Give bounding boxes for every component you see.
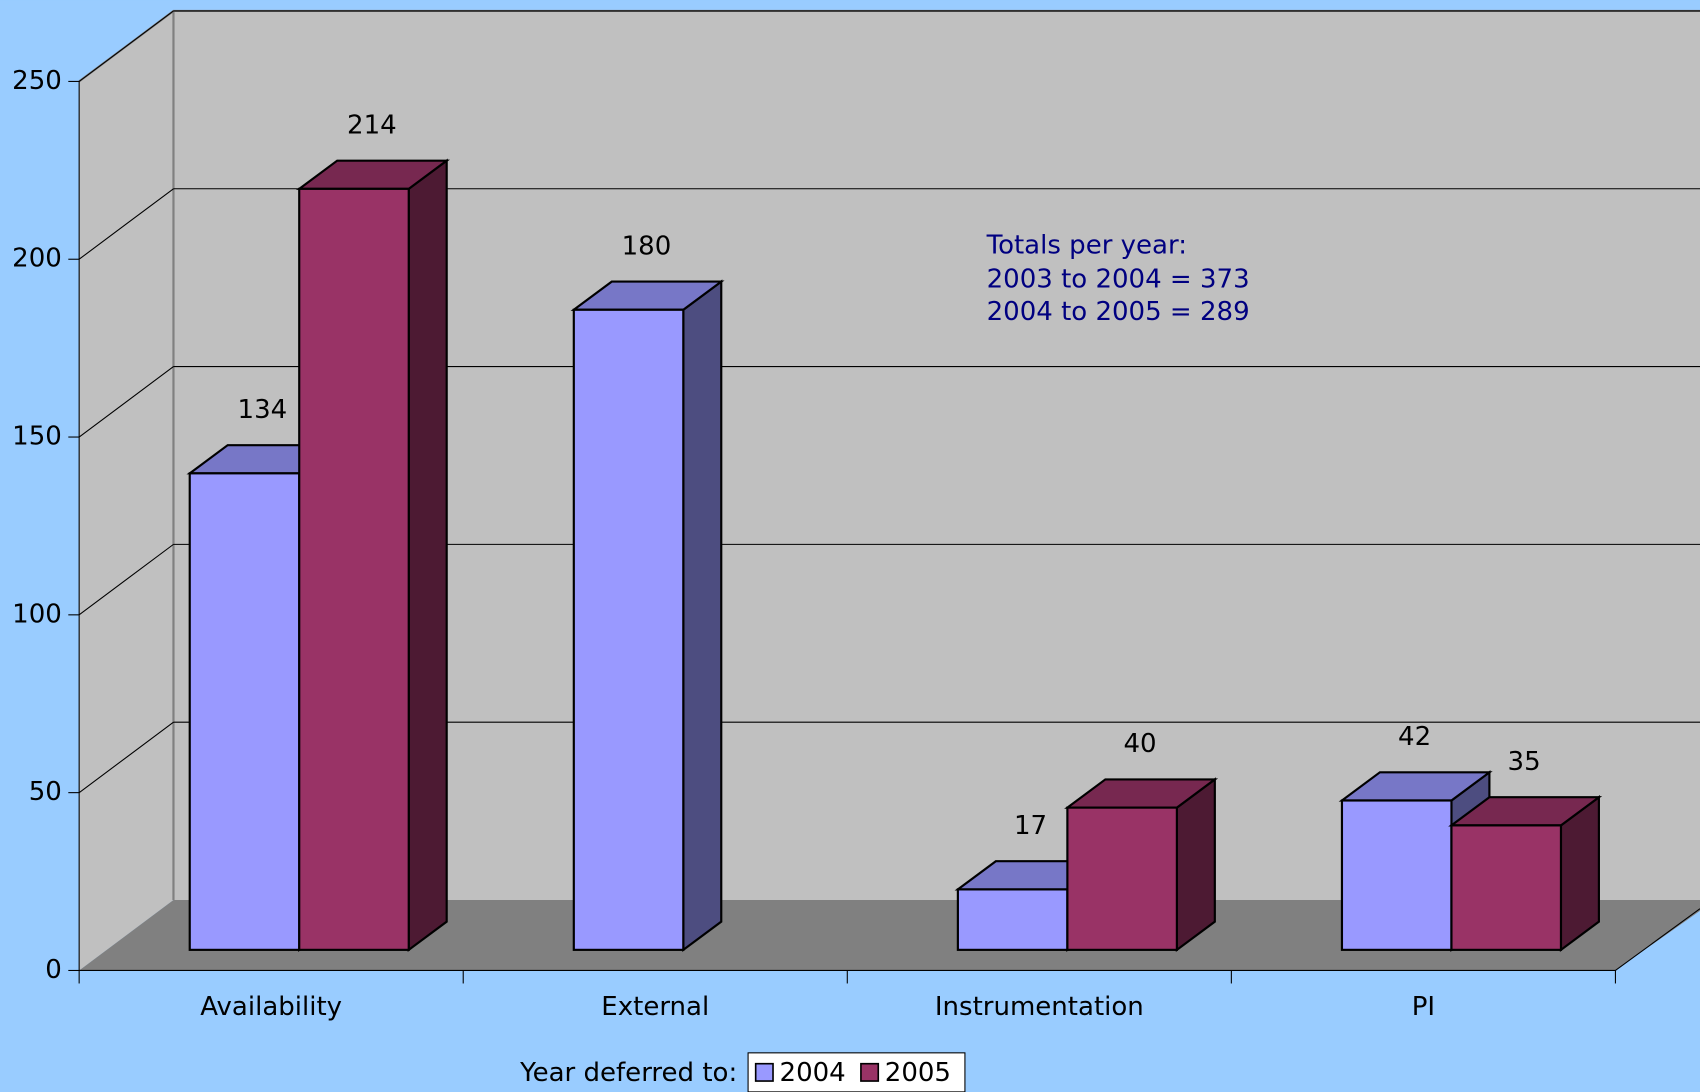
x-tick-label: PI: [1412, 992, 1435, 1022]
value-label: 35: [1508, 747, 1541, 777]
value-label: 17: [1014, 811, 1047, 841]
annotation: Totals per year:: [986, 231, 1187, 261]
grid-line: [78, 10, 174, 82]
y-tick-label: 50: [29, 777, 62, 807]
legend: 2004 2005: [747, 1052, 966, 1092]
annotation: 2003 to 2004 = 373: [987, 264, 1250, 294]
value-label: 134: [238, 395, 288, 425]
x-tick-label: Instrumentation: [935, 992, 1144, 1022]
value-label: 42: [1398, 722, 1431, 752]
side-wall: [79, 10, 174, 971]
bar: [298, 187, 410, 951]
bar: [1066, 806, 1178, 951]
x-tick-label: External: [601, 992, 709, 1022]
y-tick-label: 150: [12, 422, 62, 452]
bar: [1340, 799, 1453, 951]
bar-side: [682, 279, 723, 953]
y-tick-label: 0: [45, 955, 62, 985]
bar-side: [1175, 777, 1216, 953]
bar: [188, 472, 301, 951]
annotation: 2004 to 2005 = 289: [987, 297, 1250, 327]
grid-line: [78, 188, 174, 260]
value-label: 214: [347, 110, 397, 140]
y-tick-label: 100: [12, 599, 62, 629]
legend-title: Year deferred to:: [519, 1058, 737, 1088]
legend-label: 2004: [780, 1058, 846, 1088]
legend-swatch: [754, 1062, 774, 1082]
x-tick-label: Availability: [200, 992, 342, 1022]
value-label: 180: [622, 231, 672, 261]
legend-swatch: [860, 1062, 880, 1082]
floor: [79, 899, 1700, 971]
y-tick-label: 250: [12, 66, 62, 96]
bars: [186, 158, 1603, 953]
floor-edge: [1615, 908, 1700, 971]
legend-label: 2005: [885, 1058, 951, 1088]
bar-side: [407, 158, 448, 953]
y-tick-label: 200: [12, 244, 62, 274]
labels: 0 50 100 150 200 250 Availability 134 214 Externa…: [12, 66, 1541, 1022]
bar: [956, 888, 1069, 951]
grid-line: [78, 543, 174, 616]
legend-box: [747, 1052, 966, 1092]
bar: [1450, 824, 1563, 951]
value-label: 40: [1123, 729, 1156, 759]
grid-line: [78, 721, 174, 794]
bar: [572, 308, 685, 951]
back-wall: [173, 10, 1700, 900]
grid-line: [78, 366, 174, 438]
